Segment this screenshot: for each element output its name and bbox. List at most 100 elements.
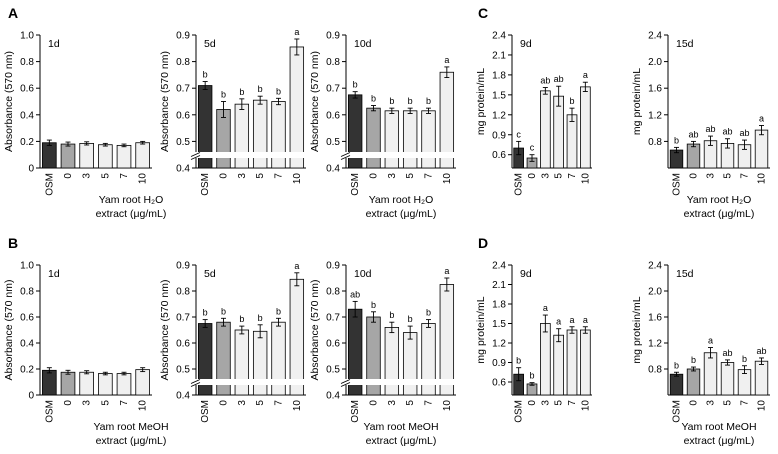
- significance-letter: ab: [688, 129, 698, 139]
- x-tick-label: 10: [757, 173, 768, 185]
- significance-letter: b: [426, 308, 431, 318]
- x-tick-label: 3: [540, 173, 551, 179]
- y-tick-label: 0.4: [326, 164, 340, 175]
- bar: [580, 329, 591, 396]
- x-axis-label: extract (μg/mL): [684, 435, 755, 447]
- y-tick-label: 2.4: [492, 31, 506, 42]
- x-tick-label: OSM: [44, 400, 55, 423]
- panel-letter: D: [478, 235, 488, 251]
- significance-letter: a: [583, 315, 588, 325]
- x-tick-label: 5: [723, 400, 734, 406]
- x-tick-label: 10: [138, 400, 149, 412]
- significance-letter: a: [583, 70, 588, 80]
- y-tick-label: 1.2: [648, 339, 662, 350]
- x-tick-label: 5: [255, 400, 266, 406]
- y-tick-label: 0.4: [326, 391, 340, 402]
- bar: [384, 110, 400, 169]
- axis-break-gap: [341, 379, 457, 385]
- x-tick-label: 7: [567, 173, 578, 179]
- y-axis-label: Absorbance (570 nm): [3, 51, 15, 152]
- x-tick-label: 0: [369, 400, 380, 406]
- x-tick-label: 3: [387, 400, 398, 406]
- panel-b-10d: 0.4 0.5 0.6 0.7 0.8 0.9 Absorbance (570 nm) 10d…: [309, 261, 457, 447]
- y-tick-label: 0.8: [176, 57, 190, 68]
- bar: [234, 103, 250, 169]
- y-tick-label: 1.0: [20, 31, 34, 42]
- x-tick-label: 10: [580, 400, 591, 412]
- y-tick-label: 0.7: [326, 84, 340, 95]
- significance-letter: a: [708, 336, 713, 346]
- x-tick-label: 0: [369, 173, 380, 179]
- y-tick-label: 0.4: [176, 164, 190, 175]
- x-tick-label: 10: [292, 400, 303, 412]
- significance-letter: ab: [722, 127, 732, 137]
- panel-b-5d: 0.4 0.5 0.6 0.7 0.8 0.9 Absorbance (570 nm) 5d b…: [159, 261, 307, 423]
- x-tick-label: 10: [580, 173, 591, 185]
- bar: [79, 371, 94, 396]
- x-tick-label: 7: [119, 400, 130, 406]
- x-tick-label: 3: [706, 400, 717, 406]
- x-tick-label: 0: [219, 173, 230, 179]
- bar: [686, 143, 701, 169]
- x-tick-label: 7: [740, 400, 751, 406]
- significance-letter: b: [408, 314, 413, 324]
- bar: [421, 110, 436, 169]
- bar: [42, 142, 57, 169]
- x-tick-label: OSM: [44, 173, 55, 196]
- bar: [116, 373, 132, 396]
- x-tick-label: 7: [424, 400, 435, 406]
- bar: [703, 352, 718, 396]
- significance-letter: b: [276, 306, 281, 316]
- x-tick-label: 7: [274, 400, 285, 406]
- x-tick-label: 5: [255, 173, 266, 179]
- significance-letter: ab: [722, 348, 732, 358]
- x-tick-label: 5: [405, 400, 416, 406]
- significance-letter: c: [516, 129, 521, 139]
- x-axis-label: Yam root H₂O: [687, 194, 752, 206]
- panel-a-10d: 0.4 0.5 0.6 0.7 0.8 0.9 Absorbance (570 nm) 10d…: [309, 31, 457, 220]
- y-tick-label: 0.8: [20, 57, 34, 68]
- x-tick-label: 0: [63, 400, 74, 406]
- x-tick-label: OSM: [350, 173, 361, 196]
- panel-a-1d: A 0 0.2 0.4 0.6 0.8 1.0 Absorbance (570 nm) 1d OS…: [3, 5, 166, 220]
- significance-letter: b: [203, 308, 208, 318]
- x-tick-label: OSM: [672, 173, 683, 196]
- y-tick-label: 0.8: [326, 57, 340, 68]
- y-tick-label: 2.4: [648, 261, 662, 272]
- bar: [754, 360, 769, 396]
- y-tick-label: 0.6: [20, 84, 34, 95]
- x-tick-label: 10: [292, 173, 303, 185]
- bar: [60, 371, 76, 396]
- significance-letter: ab: [756, 346, 766, 356]
- chart-title: 10d: [354, 268, 372, 280]
- significance-letter: ab: [705, 124, 715, 134]
- x-tick-label: 10: [138, 173, 149, 185]
- significance-letter: a: [444, 55, 449, 65]
- x-tick-label: OSM: [672, 400, 683, 423]
- significance-letter: a: [294, 261, 299, 271]
- significance-letter: b: [742, 354, 747, 364]
- axis-break-mark: [340, 155, 351, 160]
- bar: [79, 142, 94, 169]
- bar: [216, 109, 231, 169]
- y-tick-label: 0.9: [492, 358, 506, 369]
- bar: [135, 142, 150, 169]
- panel-letter: A: [8, 5, 18, 21]
- y-axis-label: Absorbance (570 nm): [309, 51, 321, 152]
- x-axis-label: extract (μg/mL): [366, 208, 437, 220]
- x-tick-label: OSM: [350, 400, 361, 423]
- panel-b-1d: B 0 0.2 0.4 0.6 0.8 1.0 Absorbance (570 nm) 1d OS…: [3, 235, 169, 447]
- y-tick-label: 0.4: [20, 339, 34, 350]
- axis-break-mark: [340, 382, 351, 387]
- y-tick-label: 0.2: [20, 137, 34, 148]
- x-tick-label: 3: [237, 173, 248, 179]
- x-tick-label: 5: [405, 173, 416, 179]
- axis-break-gap: [191, 379, 307, 385]
- x-tick-label: 5: [554, 400, 565, 406]
- significance-letter: b: [239, 87, 244, 97]
- bar: [60, 143, 76, 169]
- y-tick-label: 0.5: [326, 365, 340, 376]
- axis-break-gap: [191, 152, 307, 158]
- y-axis-label: mg protein/mL: [631, 296, 643, 363]
